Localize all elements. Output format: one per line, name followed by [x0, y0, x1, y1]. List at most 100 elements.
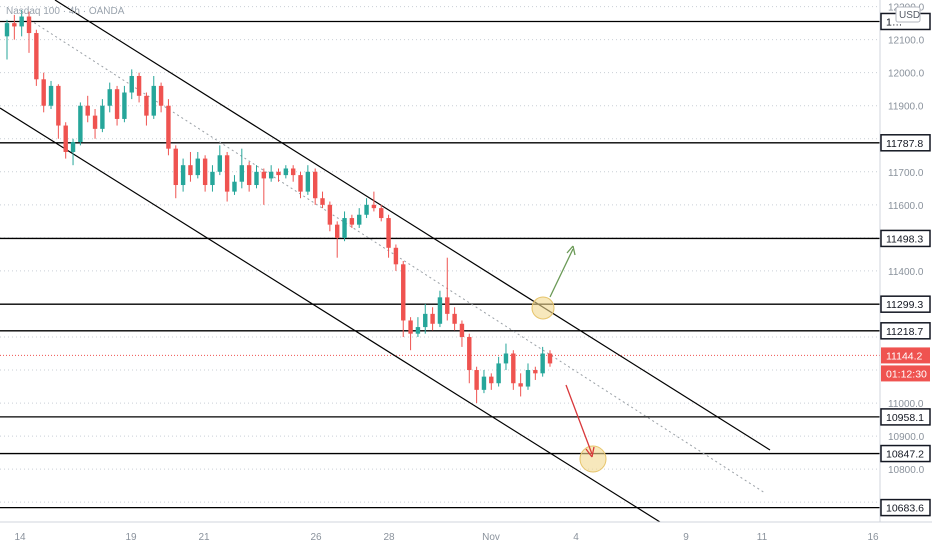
- down-arrow-line: [565, 384, 593, 455]
- candle-body: [423, 313, 428, 328]
- candle-body: [202, 158, 208, 186]
- candle-body: [63, 125, 68, 152]
- candle-body: [525, 370, 531, 387]
- candle-body: [533, 370, 538, 374]
- price-axis-bg: [880, 0, 932, 522]
- time-axis-bg: [0, 522, 932, 550]
- candle-body: [151, 85, 156, 116]
- price-tick-label: 10900.0: [888, 432, 925, 443]
- annotations-layer: [531, 245, 607, 473]
- candle-body: [327, 204, 333, 225]
- candle-body: [408, 320, 413, 334]
- time-tick-label: 19: [125, 532, 137, 543]
- candle-body: [41, 79, 46, 106]
- candle-body: [78, 105, 83, 143]
- candle-body: [511, 353, 516, 384]
- time-tick-label: 14: [14, 532, 26, 543]
- candle-body: [70, 142, 76, 152]
- currency-label: USD: [899, 10, 920, 21]
- candle-body: [283, 168, 289, 176]
- time-axis[interactable]: 14 19 21 26 28 Nov 4 9 11 16: [0, 521, 932, 550]
- candle-body: [342, 218, 347, 238]
- candle-body: [364, 204, 369, 215]
- candle-body: [459, 323, 465, 337]
- price-tick-label: 11600.0: [888, 201, 924, 212]
- price-tick-label: 11400.0: [888, 267, 924, 278]
- channel-layer: [0, 0, 771, 523]
- candle-body: [371, 204, 377, 209]
- candle-body: [166, 105, 171, 149]
- level-label-box: [880, 408, 931, 426]
- candle-body: [122, 92, 127, 119]
- candle-body: [12, 23, 17, 27]
- currency-badge: [895, 6, 921, 23]
- candle-body: [481, 376, 487, 390]
- channel-lower-line: [0, 107, 661, 523]
- candle-body: [401, 264, 406, 321]
- candle-body: [144, 95, 149, 116]
- time-tick-label: 26: [310, 532, 322, 543]
- candle-body: [48, 85, 54, 106]
- candle-body: [254, 171, 259, 186]
- candle-body: [312, 171, 318, 199]
- candle-body: [136, 75, 142, 96]
- candle-body: [129, 75, 134, 93]
- up-arrow-line: [549, 248, 574, 298]
- candle-body: [437, 297, 443, 324]
- candle-body: [180, 165, 186, 186]
- candle-body: [173, 148, 178, 186]
- candle-body: [518, 383, 523, 387]
- price-tick-label: 12000.0: [888, 69, 925, 80]
- candle-body: [246, 165, 252, 186]
- candle-body: [210, 171, 215, 186]
- candle-body: [100, 105, 105, 129]
- channel-upper-line: [54, 0, 771, 451]
- current-price-label: 11144.2: [886, 350, 923, 362]
- price-tick-label: 11900.0: [888, 102, 924, 113]
- candle-body: [261, 171, 267, 179]
- level-label-box: [880, 498, 931, 517]
- candle-body: [4, 23, 10, 37]
- countdown-box: [881, 365, 930, 382]
- candle-body: [26, 16, 32, 34]
- candle-body: [357, 214, 362, 225]
- level-label: 11218.7: [886, 326, 923, 338]
- candle-body: [107, 89, 112, 106]
- time-tick-label: 4: [573, 532, 579, 543]
- horizontal-levels-layer: [0, 20, 880, 509]
- price-axis[interactable]: 12200.012100.012000.011900.011700.011600…: [879, 0, 932, 522]
- candle-body: [547, 353, 553, 364]
- candles-layer: [4, 9, 553, 404]
- candle-body: [158, 85, 164, 106]
- current-price-box: [881, 347, 930, 364]
- level-label-box: [880, 229, 931, 248]
- candle-body: [496, 363, 501, 384]
- candle-body: [349, 218, 355, 225]
- level-label: 11787.8: [886, 138, 923, 150]
- candle-body: [393, 247, 399, 265]
- candle-body: [232, 181, 237, 192]
- candle-body: [474, 370, 479, 390]
- level-label: 11498.3: [886, 233, 923, 245]
- level-label-box: [880, 322, 931, 340]
- level-label: 11299.3: [886, 299, 923, 311]
- level-label-box: [880, 444, 931, 463]
- level-label-box: [880, 295, 931, 313]
- candle-body: [298, 175, 303, 192]
- candle-body: [268, 171, 274, 179]
- candle-body: [305, 171, 311, 192]
- candle-body: [92, 115, 98, 129]
- time-tick-label: 11: [757, 532, 768, 543]
- price-tick-label: 10800.0: [888, 465, 925, 476]
- level-label: 10958.1: [886, 412, 924, 424]
- up-arrow-head: [566, 245, 576, 256]
- candle-body: [540, 353, 545, 374]
- candle-body: [430, 313, 435, 324]
- time-tick-label: 16: [867, 532, 879, 543]
- time-tick-label: 21: [198, 532, 210, 543]
- countdown-label: 01:12:30: [886, 368, 927, 380]
- candle-body: [188, 165, 193, 176]
- level-label: 10683.6: [886, 503, 924, 515]
